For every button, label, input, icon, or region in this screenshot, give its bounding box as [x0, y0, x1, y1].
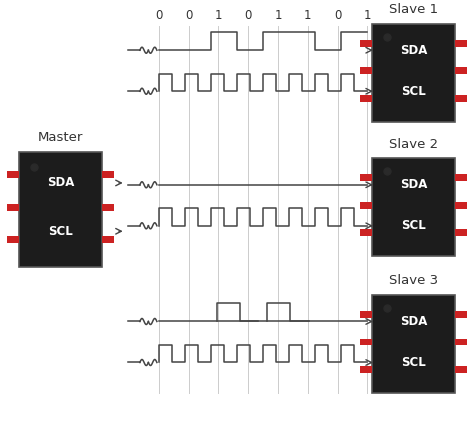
- Bar: [360, 311, 372, 318]
- Text: SCL: SCL: [48, 225, 73, 238]
- Bar: [7, 171, 19, 178]
- Text: SCL: SCL: [401, 219, 426, 232]
- Bar: [455, 339, 467, 345]
- Bar: [455, 95, 467, 102]
- Text: SDA: SDA: [400, 178, 427, 191]
- Text: 1: 1: [364, 9, 371, 22]
- Bar: [455, 311, 467, 318]
- Text: 0: 0: [334, 9, 341, 22]
- Bar: [455, 174, 467, 181]
- Text: SCL: SCL: [401, 85, 426, 98]
- Bar: [360, 339, 372, 345]
- Text: 0: 0: [185, 9, 192, 22]
- Bar: [372, 158, 455, 256]
- Text: SDA: SDA: [400, 44, 427, 57]
- Bar: [360, 40, 372, 47]
- Bar: [455, 366, 467, 373]
- Text: 1: 1: [215, 9, 222, 22]
- Text: Slave 1: Slave 1: [389, 3, 438, 16]
- Bar: [360, 95, 372, 102]
- Text: Master: Master: [38, 131, 83, 144]
- Bar: [360, 366, 372, 373]
- Bar: [102, 204, 114, 210]
- Bar: [102, 171, 114, 178]
- Text: 1: 1: [304, 9, 311, 22]
- Text: 0: 0: [245, 9, 252, 22]
- Bar: [455, 40, 467, 47]
- Bar: [102, 236, 114, 243]
- Text: SDA: SDA: [400, 315, 427, 328]
- Bar: [455, 202, 467, 209]
- Text: Slave 3: Slave 3: [389, 274, 438, 287]
- Text: SDA: SDA: [47, 177, 74, 190]
- Bar: [360, 229, 372, 236]
- Text: Slave 2: Slave 2: [389, 138, 438, 151]
- Text: 1: 1: [274, 9, 282, 22]
- Bar: [7, 204, 19, 210]
- Text: SCL: SCL: [401, 356, 426, 369]
- Bar: [360, 174, 372, 181]
- Bar: [7, 236, 19, 243]
- Bar: [455, 67, 467, 74]
- Bar: [372, 295, 455, 393]
- Bar: [372, 24, 455, 122]
- Bar: [360, 67, 372, 74]
- Text: 0: 0: [155, 9, 163, 22]
- Bar: [19, 152, 102, 267]
- Bar: [455, 229, 467, 236]
- Bar: [360, 202, 372, 209]
